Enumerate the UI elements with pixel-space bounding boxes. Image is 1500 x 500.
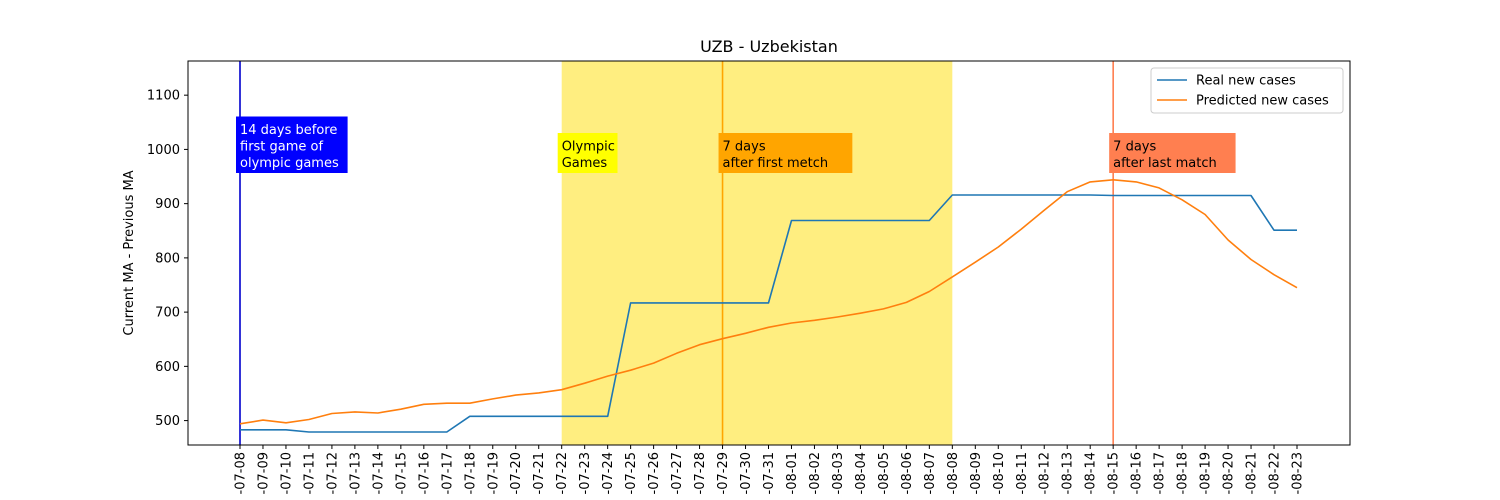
series-line-0 [240, 194, 1297, 433]
x-tick-label-9: -07-17 [440, 452, 455, 494]
annotation-text-0-1: first game of [240, 140, 324, 155]
x-tick-label-15: -07-23 [578, 452, 593, 494]
annotation-text-1-1: Games [562, 156, 608, 171]
olympic-span [561, 61, 953, 445]
legend-label-1: Predicted new cases [1196, 94, 1329, 109]
x-tick-label-7: -07-15 [394, 452, 409, 494]
x-tick-label-43: -08-20 [1222, 452, 1237, 494]
y-tick-label-4: 900 [155, 197, 180, 212]
x-tick-label-37: -08-14 [1084, 452, 1099, 494]
annotation-box-2 [718, 133, 853, 173]
annotation-text-0-2: olympic games [240, 156, 339, 171]
x-tick-label-19: -07-27 [670, 452, 685, 494]
y-tick-label-0: 500 [155, 414, 180, 429]
x-tick-label-16: -07-24 [601, 452, 616, 494]
x-tick-label-25: -08-02 [808, 452, 823, 494]
x-tick-label-31: -08-08 [946, 452, 961, 494]
annotation-text-0-0: 14 days before [240, 123, 337, 138]
y-tick-label-3: 800 [155, 251, 180, 266]
x-tick-label-36: -08-13 [1061, 452, 1076, 494]
x-tick-label-41: -08-18 [1176, 452, 1191, 494]
x-tick-label-30: -08-07 [923, 452, 938, 494]
x-tick-label-4: -07-12 [325, 452, 340, 494]
x-tick-label-22: -07-30 [739, 452, 754, 494]
x-tick-label-28: -08-05 [877, 452, 892, 494]
x-tick-label-8: -07-16 [417, 452, 432, 494]
legend-box [1150, 67, 1344, 114]
annotation-text-3-0: 7 days [1113, 140, 1156, 155]
x-tick-label-13: -07-21 [532, 452, 547, 494]
x-tick-label-29: -08-06 [900, 452, 915, 494]
x-tick-label-40: -08-17 [1153, 452, 1168, 494]
y-tick-label-1: 600 [155, 360, 180, 375]
annotation-box-3 [1109, 133, 1236, 173]
x-tick-label-11: -07-19 [486, 452, 501, 494]
x-tick-label-44: -08-21 [1245, 452, 1260, 494]
y-tick-label-5: 1000 [147, 143, 180, 158]
x-tick-label-20: -07-28 [693, 452, 708, 494]
x-tick-label-12: -07-20 [509, 452, 524, 494]
annotation-box-1 [557, 133, 618, 173]
x-tick-label-2: -07-10 [280, 452, 295, 494]
x-tick-label-23: -07-31 [762, 452, 777, 494]
x-tick-label-0: -07-08 [234, 452, 249, 494]
y-axis-label: Current MA - Previous MA [122, 170, 137, 335]
x-tick-label-14: -07-22 [555, 452, 570, 494]
x-tick-label-33: -08-10 [992, 452, 1007, 494]
x-tick-label-21: -07-29 [716, 452, 731, 494]
x-tick-label-45: -08-22 [1268, 452, 1283, 494]
series-line-1 [239, 179, 1298, 425]
x-tick-label-42: -08-19 [1199, 452, 1214, 494]
y-tick-label-2: 700 [155, 306, 180, 321]
x-tick-label-32: -08-09 [969, 452, 984, 494]
x-tick-label-5: -07-13 [348, 452, 363, 494]
x-tick-label-18: -07-26 [647, 452, 662, 494]
legend-label-0: Real new cases [1196, 74, 1296, 89]
annotation-text-3-1: after last match [1113, 156, 1217, 171]
x-tick-label-1: -07-09 [257, 452, 272, 494]
x-tick-label-35: -08-12 [1038, 452, 1053, 494]
annotation-text-2-0: 7 days [723, 140, 766, 155]
x-tick-label-46: -08-23 [1291, 452, 1306, 494]
x-tick-label-39: -08-16 [1130, 452, 1145, 494]
x-tick-label-24: -08-01 [785, 452, 800, 494]
annotation-text-1-0: Olympic [562, 140, 615, 155]
annotation-box-0 [236, 116, 348, 173]
x-tick-label-10: -07-18 [463, 452, 478, 494]
x-tick-label-3: -07-11 [302, 452, 317, 494]
annotation-text-2-1: after first metch [723, 156, 829, 171]
x-tick-label-34: -08-11 [1015, 452, 1030, 494]
x-tick-label-6: -07-14 [371, 452, 386, 494]
x-tick-label-38: -08-15 [1107, 452, 1122, 494]
y-tick-label-6: 1100 [147, 89, 180, 104]
x-tick-label-26: -08-03 [831, 452, 846, 494]
x-tick-label-27: -08-04 [854, 452, 869, 494]
x-tick-label-17: -07-25 [624, 452, 639, 494]
chart-title: UZB - Uzbekistan [700, 37, 838, 56]
